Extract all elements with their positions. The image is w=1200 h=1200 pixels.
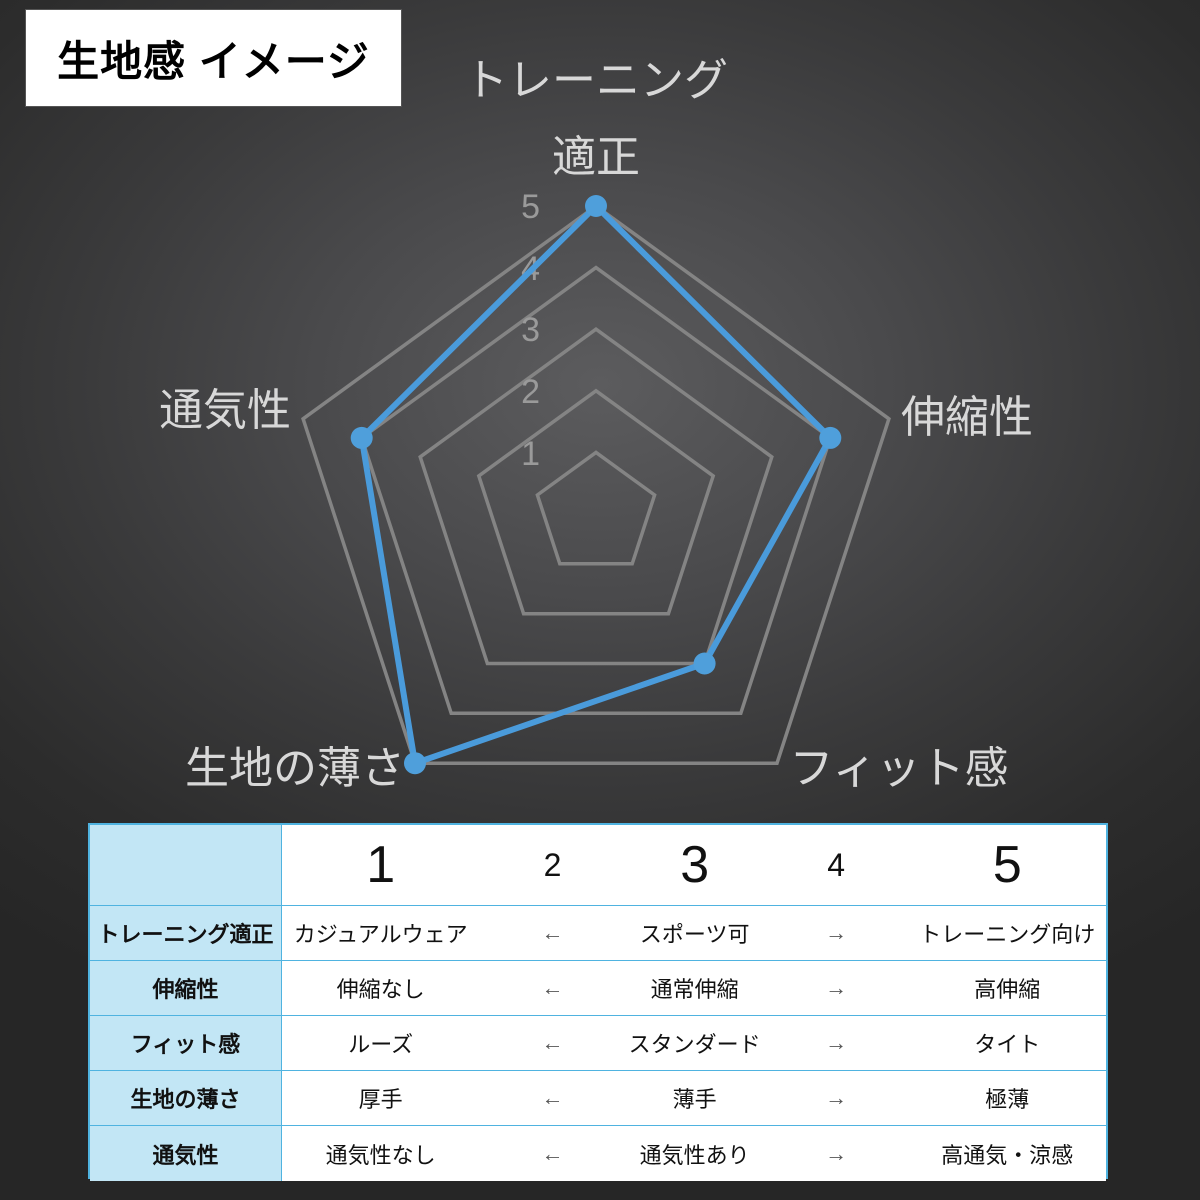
- svg-text:適正: 適正: [552, 133, 640, 182]
- svg-text:トレーニング: トレーニング: [464, 56, 728, 105]
- svg-text:2: 2: [521, 373, 540, 411]
- svg-text:フィット感: フィット感: [789, 744, 1008, 793]
- svg-text:生地の薄さ: 生地の薄さ: [185, 744, 405, 793]
- svg-text:1: 1: [521, 435, 540, 473]
- svg-text:3: 3: [521, 311, 540, 349]
- svg-text:5: 5: [521, 188, 540, 226]
- svg-text:伸縮性: 伸縮性: [901, 393, 1033, 442]
- svg-text:通気性: 通気性: [159, 386, 291, 435]
